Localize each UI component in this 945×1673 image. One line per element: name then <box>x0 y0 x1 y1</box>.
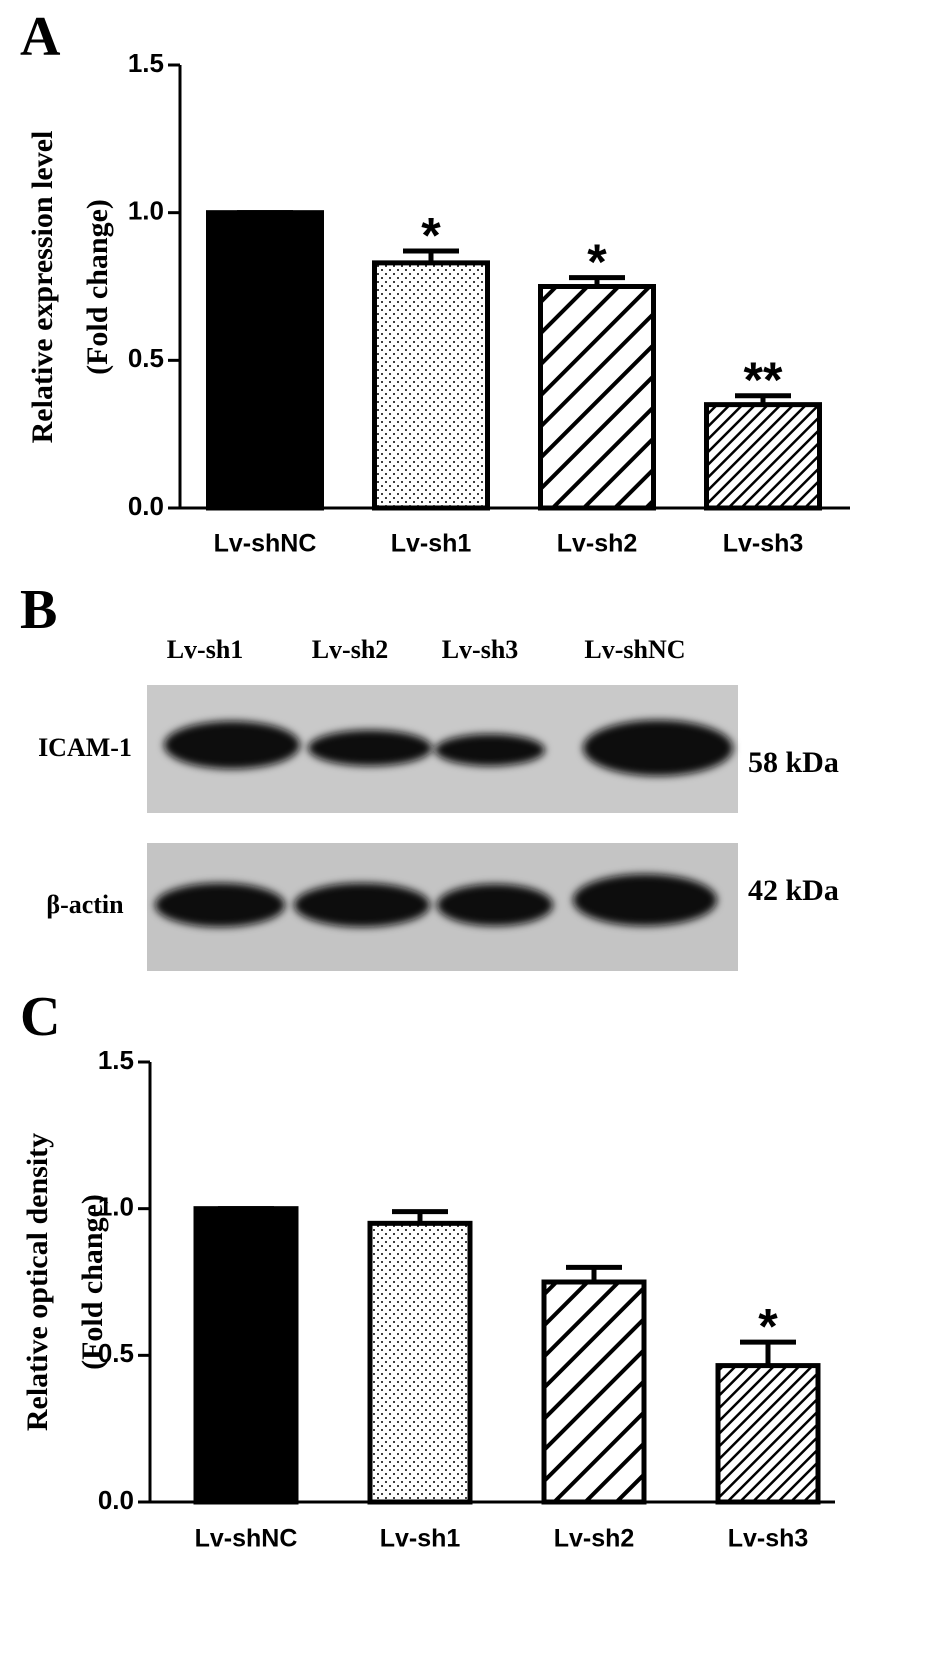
y-tick-label: 1.0 <box>128 196 164 226</box>
y-tick-label: 0.0 <box>128 491 164 521</box>
y-tick-label: 1.5 <box>128 48 164 78</box>
y-tick-label: 0.5 <box>128 343 164 373</box>
blot <box>147 685 738 971</box>
x-tick-label: Lv-sh2 <box>557 530 638 558</box>
significance: * <box>587 234 607 290</box>
panel-letter: C <box>20 986 60 1048</box>
lane-label: Lv-sh1 <box>167 635 244 664</box>
x-tick-label: Lv-shNC <box>195 1525 298 1553</box>
x-tick-label: Lv-sh3 <box>723 530 804 558</box>
bands <box>155 720 733 927</box>
bar <box>704 402 822 511</box>
bar <box>193 1206 299 1505</box>
y-tick-label: 0.5 <box>98 1338 134 1368</box>
x-tick-label: Lv-sh2 <box>554 1525 635 1553</box>
significance: * <box>421 207 441 263</box>
row-label: ICAM-1 <box>38 733 132 762</box>
y-axis-label: (Fold change) <box>76 1194 109 1370</box>
x-tick-label: Lv-sh3 <box>728 1525 809 1553</box>
bar <box>538 284 656 511</box>
significance: ** <box>744 352 783 408</box>
band-size: 58 kDa <box>748 746 839 779</box>
panel-letter: A <box>20 6 61 68</box>
x-tick-label: Lv-sh1 <box>391 530 472 558</box>
y-axis-label: Relative expression level <box>26 131 59 444</box>
bar <box>541 1279 647 1505</box>
y-tick-label: 1.5 <box>98 1045 134 1075</box>
panel-letter: B <box>20 579 57 641</box>
significance: * <box>758 1298 778 1354</box>
x-tick-label: Lv-shNC <box>214 530 317 558</box>
y-tick-label: 0.0 <box>98 1485 134 1515</box>
y-axis-label: (Fold change) <box>81 199 114 375</box>
lane-label: Lv-sh3 <box>442 635 519 664</box>
bar <box>206 210 324 511</box>
y-tick-label: 1.0 <box>98 1192 134 1222</box>
lane-label: Lv-shNC <box>584 635 685 664</box>
bar <box>367 1220 473 1505</box>
lane-label: Lv-sh2 <box>312 635 389 664</box>
bar <box>372 260 490 511</box>
bar <box>715 1363 821 1505</box>
band-size: 42 kDa <box>748 874 839 907</box>
x-tick-label: Lv-sh1 <box>380 1525 461 1553</box>
y-axis-label: Relative optical density <box>21 1133 54 1431</box>
row-label: β-actin <box>46 890 124 919</box>
